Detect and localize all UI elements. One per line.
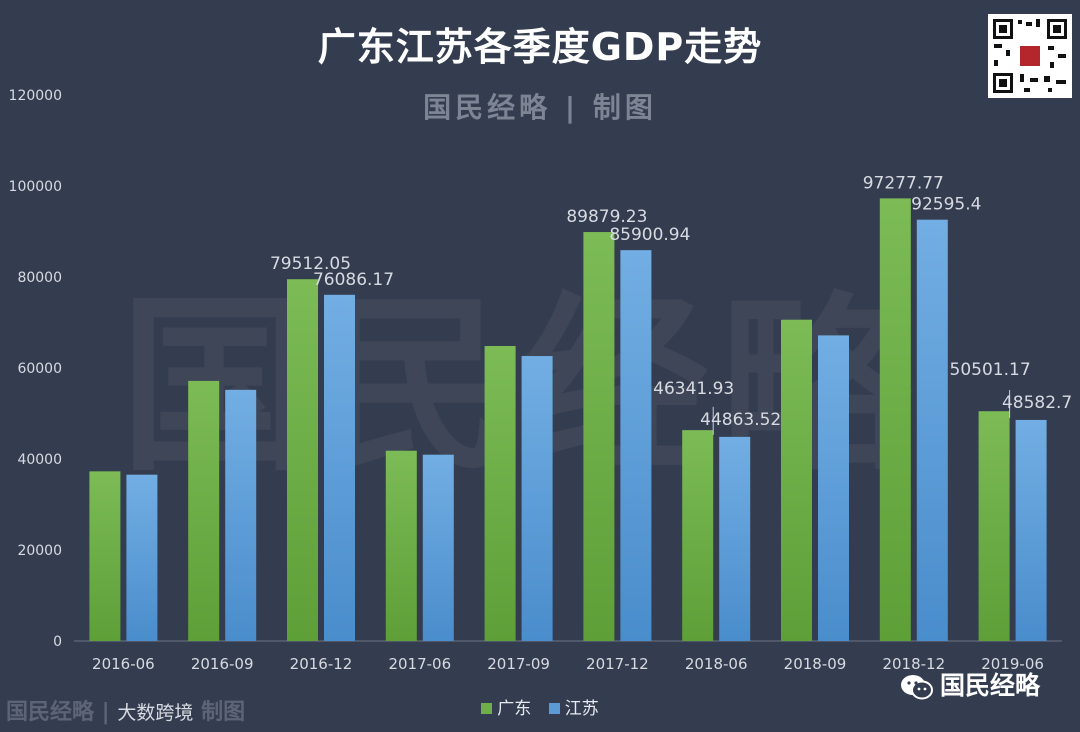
y-tick-label: 40000: [17, 452, 62, 468]
bar-guangdong-2016-09: [188, 380, 220, 641]
bar-guangdong-2019-06: [978, 411, 1010, 641]
y-tick-label: 100000: [9, 179, 62, 195]
data-label: 50501.17: [950, 360, 1031, 380]
bar-jiangsu-2017-09: [521, 356, 553, 641]
bar-guangdong-2016-06: [89, 471, 121, 641]
bar-guangdong-2018-06: [682, 430, 714, 641]
chart-title: 广东江苏各季度GDP走势: [317, 25, 763, 69]
bar-guangdong-2017-06: [385, 450, 417, 641]
x-tick-label: 2018-09: [784, 655, 847, 673]
data-label: 79512.05: [270, 254, 351, 274]
y-tick-label: 0: [53, 634, 62, 650]
bar-jiangsu-2017-12: [620, 250, 652, 641]
x-tick-label: 2017-12: [586, 655, 649, 673]
brand-mark: 国民经略: [900, 666, 1040, 702]
y-tick-label: 80000: [17, 270, 62, 286]
bar-guangdong-2018-12: [879, 198, 911, 641]
chart-legend: 广东 江苏: [0, 694, 1080, 719]
bar-jiangsu-2016-12: [324, 294, 355, 641]
x-tick-label: 2018-12: [882, 655, 945, 673]
bar-guangdong-2016-12: [287, 279, 318, 641]
x-tick-label: 2017-09: [487, 655, 550, 673]
x-tick-label: 2019-06: [981, 655, 1044, 673]
x-tick-label: 2016-12: [290, 655, 353, 673]
source-suffix: 制图: [201, 700, 246, 725]
y-tick-label: 120000: [9, 88, 62, 104]
data-label: 85900.94: [609, 225, 690, 245]
y-tick-label: 20000: [17, 543, 62, 559]
data-label: 44863.52: [700, 410, 781, 430]
data-label: 76086.17: [313, 270, 394, 290]
bar-jiangsu-2016-09: [225, 389, 257, 641]
bar-guangdong-2018-09: [781, 319, 812, 641]
bar-jiangsu-2016-06: [126, 474, 158, 641]
legend-label-jiangsu: 江苏: [564, 699, 599, 719]
data-label: 46341.93: [653, 379, 734, 399]
y-tick-label: 60000: [17, 361, 62, 377]
chart-credit: 国民经略 | 制图: [423, 91, 657, 124]
brand-name: 国民经略: [940, 671, 1041, 700]
source-name: 大数跨境: [117, 702, 194, 724]
x-tick-label: 2016-09: [191, 655, 254, 673]
x-tick-label: 2016-06: [92, 655, 155, 673]
legend-item-guangdong: 广东: [481, 694, 531, 719]
data-label: 97277.77: [863, 173, 944, 193]
bar-guangdong-2017-09: [484, 346, 516, 641]
bar-jiangsu-2018-09: [818, 335, 849, 641]
legend-swatch-jiangsu: [548, 703, 560, 714]
source-prefix: 国民经略 |: [6, 700, 110, 725]
legend-label-guangdong: 广东: [497, 699, 532, 719]
x-tick-label: 2018-06: [685, 655, 748, 673]
data-label: 89879.23: [566, 207, 647, 227]
source-credit: 国民经略 | 大数跨境 制图: [6, 694, 245, 726]
wechat-icon: [901, 675, 933, 700]
bar-jiangsu-2018-06: [719, 436, 751, 641]
data-label: 92595.4: [911, 195, 981, 215]
qr-code-icon: [988, 14, 1072, 98]
legend-swatch-guangdong: [481, 703, 493, 714]
data-label: 48582.7: [1002, 393, 1072, 413]
legend-item-jiangsu: 江苏: [548, 694, 599, 719]
x-tick-label: 2017-06: [388, 655, 451, 673]
bar-jiangsu-2018-12: [916, 219, 948, 642]
bar-guangdong-2017-12: [583, 232, 615, 641]
bar-jiangsu-2019-06: [1015, 419, 1047, 641]
bar-jiangsu-2017-06: [422, 454, 454, 641]
